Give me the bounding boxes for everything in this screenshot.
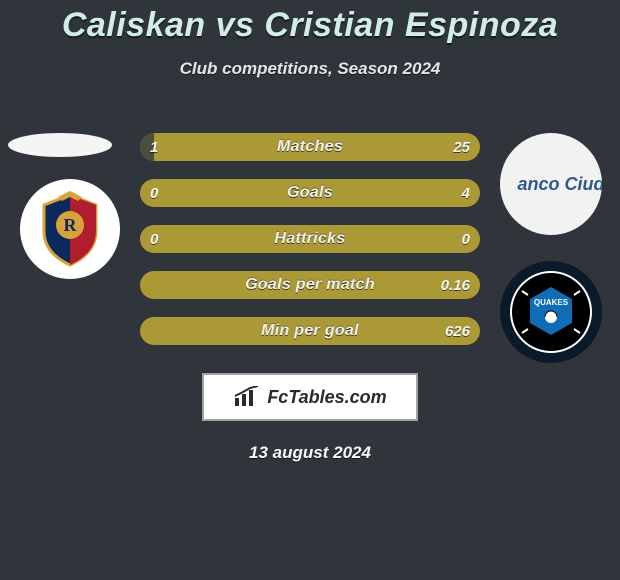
player-left-avatar: [8, 133, 112, 157]
footer-brand-text: FcTables.com: [267, 387, 386, 408]
date-text: 13 august 2024: [0, 443, 620, 463]
bar-label: Min per goal: [140, 317, 480, 345]
stat-row: Goals per match0.16: [140, 271, 480, 299]
stat-row: Hattricks0 0: [140, 225, 480, 253]
bar-value-left: 1: [150, 133, 158, 161]
avatar-right-caption: anco Ciud: [517, 174, 602, 195]
bar-label: Matches: [140, 133, 480, 161]
bar-value-left: 0: [150, 179, 158, 207]
bar-value-right: 626: [445, 317, 470, 345]
svg-text:QUAKES: QUAKES: [534, 298, 569, 307]
bar-value-right: 0: [462, 225, 470, 253]
rsl-crest-icon: R: [30, 189, 110, 269]
club-crest-right: QUAKES: [500, 261, 602, 363]
chart-icon: [233, 386, 261, 408]
comparison-panel: R anco Ciud QUAKES Matches125Goals04Hatt…: [0, 115, 620, 365]
bar-label: Hattricks: [140, 225, 480, 253]
page-title: Caliskan vs Cristian Espinoza: [0, 0, 620, 45]
bar-value-right: 0.16: [441, 271, 470, 299]
bar-value-right: 4: [462, 179, 470, 207]
bar-value-right: 25: [453, 133, 470, 161]
player-right-avatar: anco Ciud: [500, 133, 602, 235]
quakes-crest-icon: QUAKES: [508, 269, 594, 355]
bar-label: Goals per match: [140, 271, 480, 299]
subtitle: Club competitions, Season 2024: [0, 59, 620, 79]
footer-brand-box: FcTables.com: [202, 373, 418, 421]
bar-label: Goals: [140, 179, 480, 207]
stat-row: Matches1 25: [140, 133, 480, 161]
svg-text:R: R: [64, 215, 78, 235]
stats-bars: Matches125Goals04Hattricks00Goals per ma…: [140, 133, 480, 363]
bar-value-left: 0: [150, 225, 158, 253]
stat-row: Goals0 4: [140, 179, 480, 207]
stat-row: Min per goal626: [140, 317, 480, 345]
club-crest-left: R: [20, 179, 120, 279]
